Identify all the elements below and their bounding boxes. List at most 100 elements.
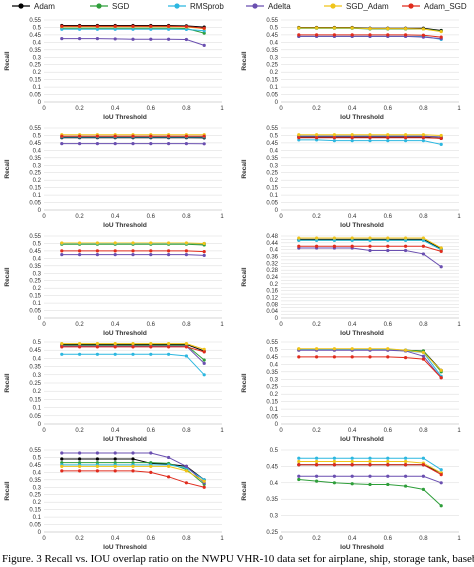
data-point-sgd_adam: [350, 459, 354, 464]
y-axis-title: Recall: [4, 159, 11, 178]
y-tick-label: 0: [275, 316, 279, 322]
plot-area: [297, 347, 443, 380]
x-tick-label: 0.6: [384, 106, 393, 112]
data-point-rmsprob: [297, 138, 301, 142]
x-tick-label: 0.4: [348, 214, 357, 220]
data-point-adam_sgd: [315, 463, 319, 467]
y-tick-label: 0.05: [266, 93, 278, 99]
data-point-adam_sgd: [332, 244, 336, 248]
y-tick-label: 0.4: [270, 40, 279, 46]
data-point-adam_sgd: [297, 33, 301, 37]
data-point-adam_sgd: [421, 33, 425, 37]
y-tick-label: 0.2: [33, 178, 42, 184]
data-point-adelta: [386, 474, 390, 478]
data-point-sgd_adam: [332, 236, 336, 240]
chart-panel-2: 0 0.05 0.1 0.15 0.2 0.25 0.3 0.35 0.4 0.45 0.5 0.55…: [237, 14, 474, 124]
data-point-sgd_adam: [439, 246, 443, 250]
y-tick-label: 0.45: [266, 141, 278, 147]
data-point-rmsprob: [95, 27, 99, 31]
data-point-sgd: [60, 461, 64, 465]
y-tick-label: 0.25: [29, 171, 41, 177]
y-tick-label: 0.28: [266, 268, 278, 274]
y-tick-label: 0.25: [29, 493, 41, 499]
y-tick-label: 0.05: [29, 309, 41, 315]
y-tick-label: 0.08: [266, 302, 278, 308]
y-tick-label: 0.4: [270, 362, 279, 368]
data-point-adam_sgd: [78, 345, 82, 349]
y-tick-label: 0.2: [270, 178, 279, 184]
chart-panel-3: 0 0.05 0.1 0.15 0.2 0.25 0.3 0.35 0.4 0.45 0.5 0.55…: [0, 122, 237, 232]
data-point-adelta: [95, 37, 99, 41]
y-tick-label: 0.45: [266, 355, 278, 361]
x-axis-title: IoU Threshold: [340, 544, 384, 551]
data-point-adelta: [439, 481, 443, 485]
data-point-adam_sgd: [368, 463, 372, 467]
y-axis-title: Recall: [4, 267, 11, 286]
data-point-sgd_adam: [368, 347, 372, 351]
y-tick-label: 0.25: [266, 385, 278, 391]
chart-panel-1: 0 0.05 0.1 0.15 0.2 0.25 0.3 0.35 0.4 0.45 0.5 0.55…: [0, 14, 237, 124]
y-tick-label: 0.5: [33, 455, 42, 461]
data-point-rmsprob: [131, 27, 135, 31]
chart-svg: 00.050.10.150.20.250.30.350.40.450.50.55…: [4, 448, 224, 551]
data-point-rmsprob: [184, 354, 188, 358]
y-tick-label: 0.5: [270, 347, 279, 353]
legend-label: RMSprob: [190, 2, 224, 11]
data-point-adelta: [149, 37, 153, 41]
y-tick-label: 0: [38, 316, 42, 322]
data-point-rmsprob: [350, 238, 354, 242]
y-tick-label: 0: [38, 208, 42, 214]
x-axis-title: IoU Threshold: [103, 436, 147, 443]
data-point-adelta: [421, 252, 425, 256]
data-point-sgd_adam: [421, 236, 425, 240]
x-tick-label: 0: [279, 322, 283, 328]
x-tick-label: 0.6: [147, 106, 156, 112]
x-axis-title: IoU Threshold: [340, 436, 384, 443]
y-tick-label: 0.25: [29, 279, 41, 285]
series-line-sgd: [298, 348, 442, 373]
x-tick-label: 0.8: [419, 214, 428, 220]
data-point-adam_sgd: [386, 355, 390, 359]
data-point-rmsprob: [421, 238, 425, 242]
data-point-sgd_adam: [184, 469, 188, 473]
x-tick-label: 0: [42, 536, 46, 542]
y-tick-label: 0.4: [33, 256, 42, 262]
y-tick-label: 0.35: [29, 48, 41, 54]
series-line-rmsprob: [298, 348, 442, 377]
data-point-sgd_adam: [60, 464, 64, 468]
data-point-rmsprob: [113, 27, 117, 31]
data-point-adam_sgd: [368, 33, 372, 37]
data-point-adam_sgd: [60, 134, 64, 138]
x-axis-title: IoU Threshold: [103, 544, 147, 551]
data-point-sgd_adam: [184, 342, 188, 346]
data-point-adelta: [184, 37, 188, 42]
data-point-adam: [78, 457, 82, 461]
data-point-adam_sgd: [113, 249, 117, 253]
data-point-sgd_adam: [131, 342, 135, 346]
data-point-sgd: [131, 461, 135, 465]
data-point-adam_sgd: [184, 249, 188, 253]
y-tick-label: 0.1: [33, 193, 42, 199]
y-tick-label: 0.55: [29, 18, 41, 24]
x-tick-label: 0.2: [75, 428, 84, 434]
y-tick-label: 0.25: [29, 381, 41, 387]
data-point-adelta: [439, 265, 443, 269]
x-tick-label: 0.6: [384, 428, 393, 434]
series-line-sgd_adam: [298, 348, 442, 371]
data-point-adam_sgd: [439, 249, 443, 253]
data-point-adelta: [95, 253, 99, 257]
y-tick-label: 0.3: [33, 373, 42, 379]
data-point-adam_sgd: [167, 249, 171, 253]
data-point-adam_sgd: [202, 350, 206, 354]
x-tick-label: 1: [457, 106, 461, 112]
y-tick-label: 0.2: [270, 70, 279, 76]
data-point-sgd: [202, 358, 206, 362]
x-tick-label: 1: [457, 536, 461, 542]
y-tick-label: 0.55: [29, 234, 41, 240]
chart-svg: 00.050.10.150.20.250.30.350.40.450.50.55…: [4, 18, 224, 121]
data-point-sgd_adam: [350, 133, 354, 137]
data-point-sgd: [350, 482, 354, 486]
data-point-rmsprob: [78, 352, 82, 356]
data-point-rmsprob: [439, 468, 443, 472]
data-point-sgd_adam: [184, 241, 188, 245]
